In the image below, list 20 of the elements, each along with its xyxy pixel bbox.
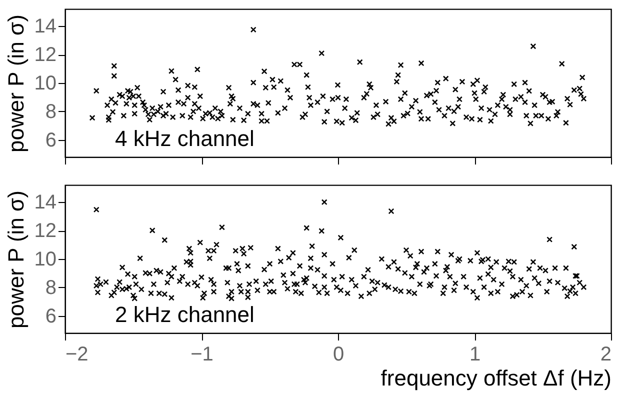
y-tick-label: 8 [45, 276, 56, 299]
y-tick-label: 12 [34, 44, 56, 66]
y-axis-title: power P (in σ) [3, 190, 28, 328]
x-axis-title: frequency offset Δf (Hz) [380, 366, 612, 390]
y-axis-title: power P (in σ) [3, 14, 28, 152]
y-tick-label: 10 [34, 248, 56, 270]
y-tick-label: 8 [45, 100, 56, 123]
y-tick-label: 10 [34, 72, 56, 94]
y-tick-label: 6 [45, 129, 56, 152]
annotation: 4 kHz channel [115, 126, 254, 151]
x-tick-label: −1 [190, 344, 214, 366]
x-tick-label: 0 [332, 344, 344, 366]
y-tick-label: 14 [34, 16, 56, 38]
y-tick-label: 14 [34, 192, 56, 214]
x-tick-label: 1 [469, 344, 481, 366]
y-tick-label: 12 [34, 220, 56, 242]
y-tick-label: 6 [45, 305, 56, 328]
x-tick-label: −2 [66, 344, 88, 366]
x-tick-label: 2 [600, 344, 612, 366]
annotation: 2 kHz channel [115, 302, 254, 327]
